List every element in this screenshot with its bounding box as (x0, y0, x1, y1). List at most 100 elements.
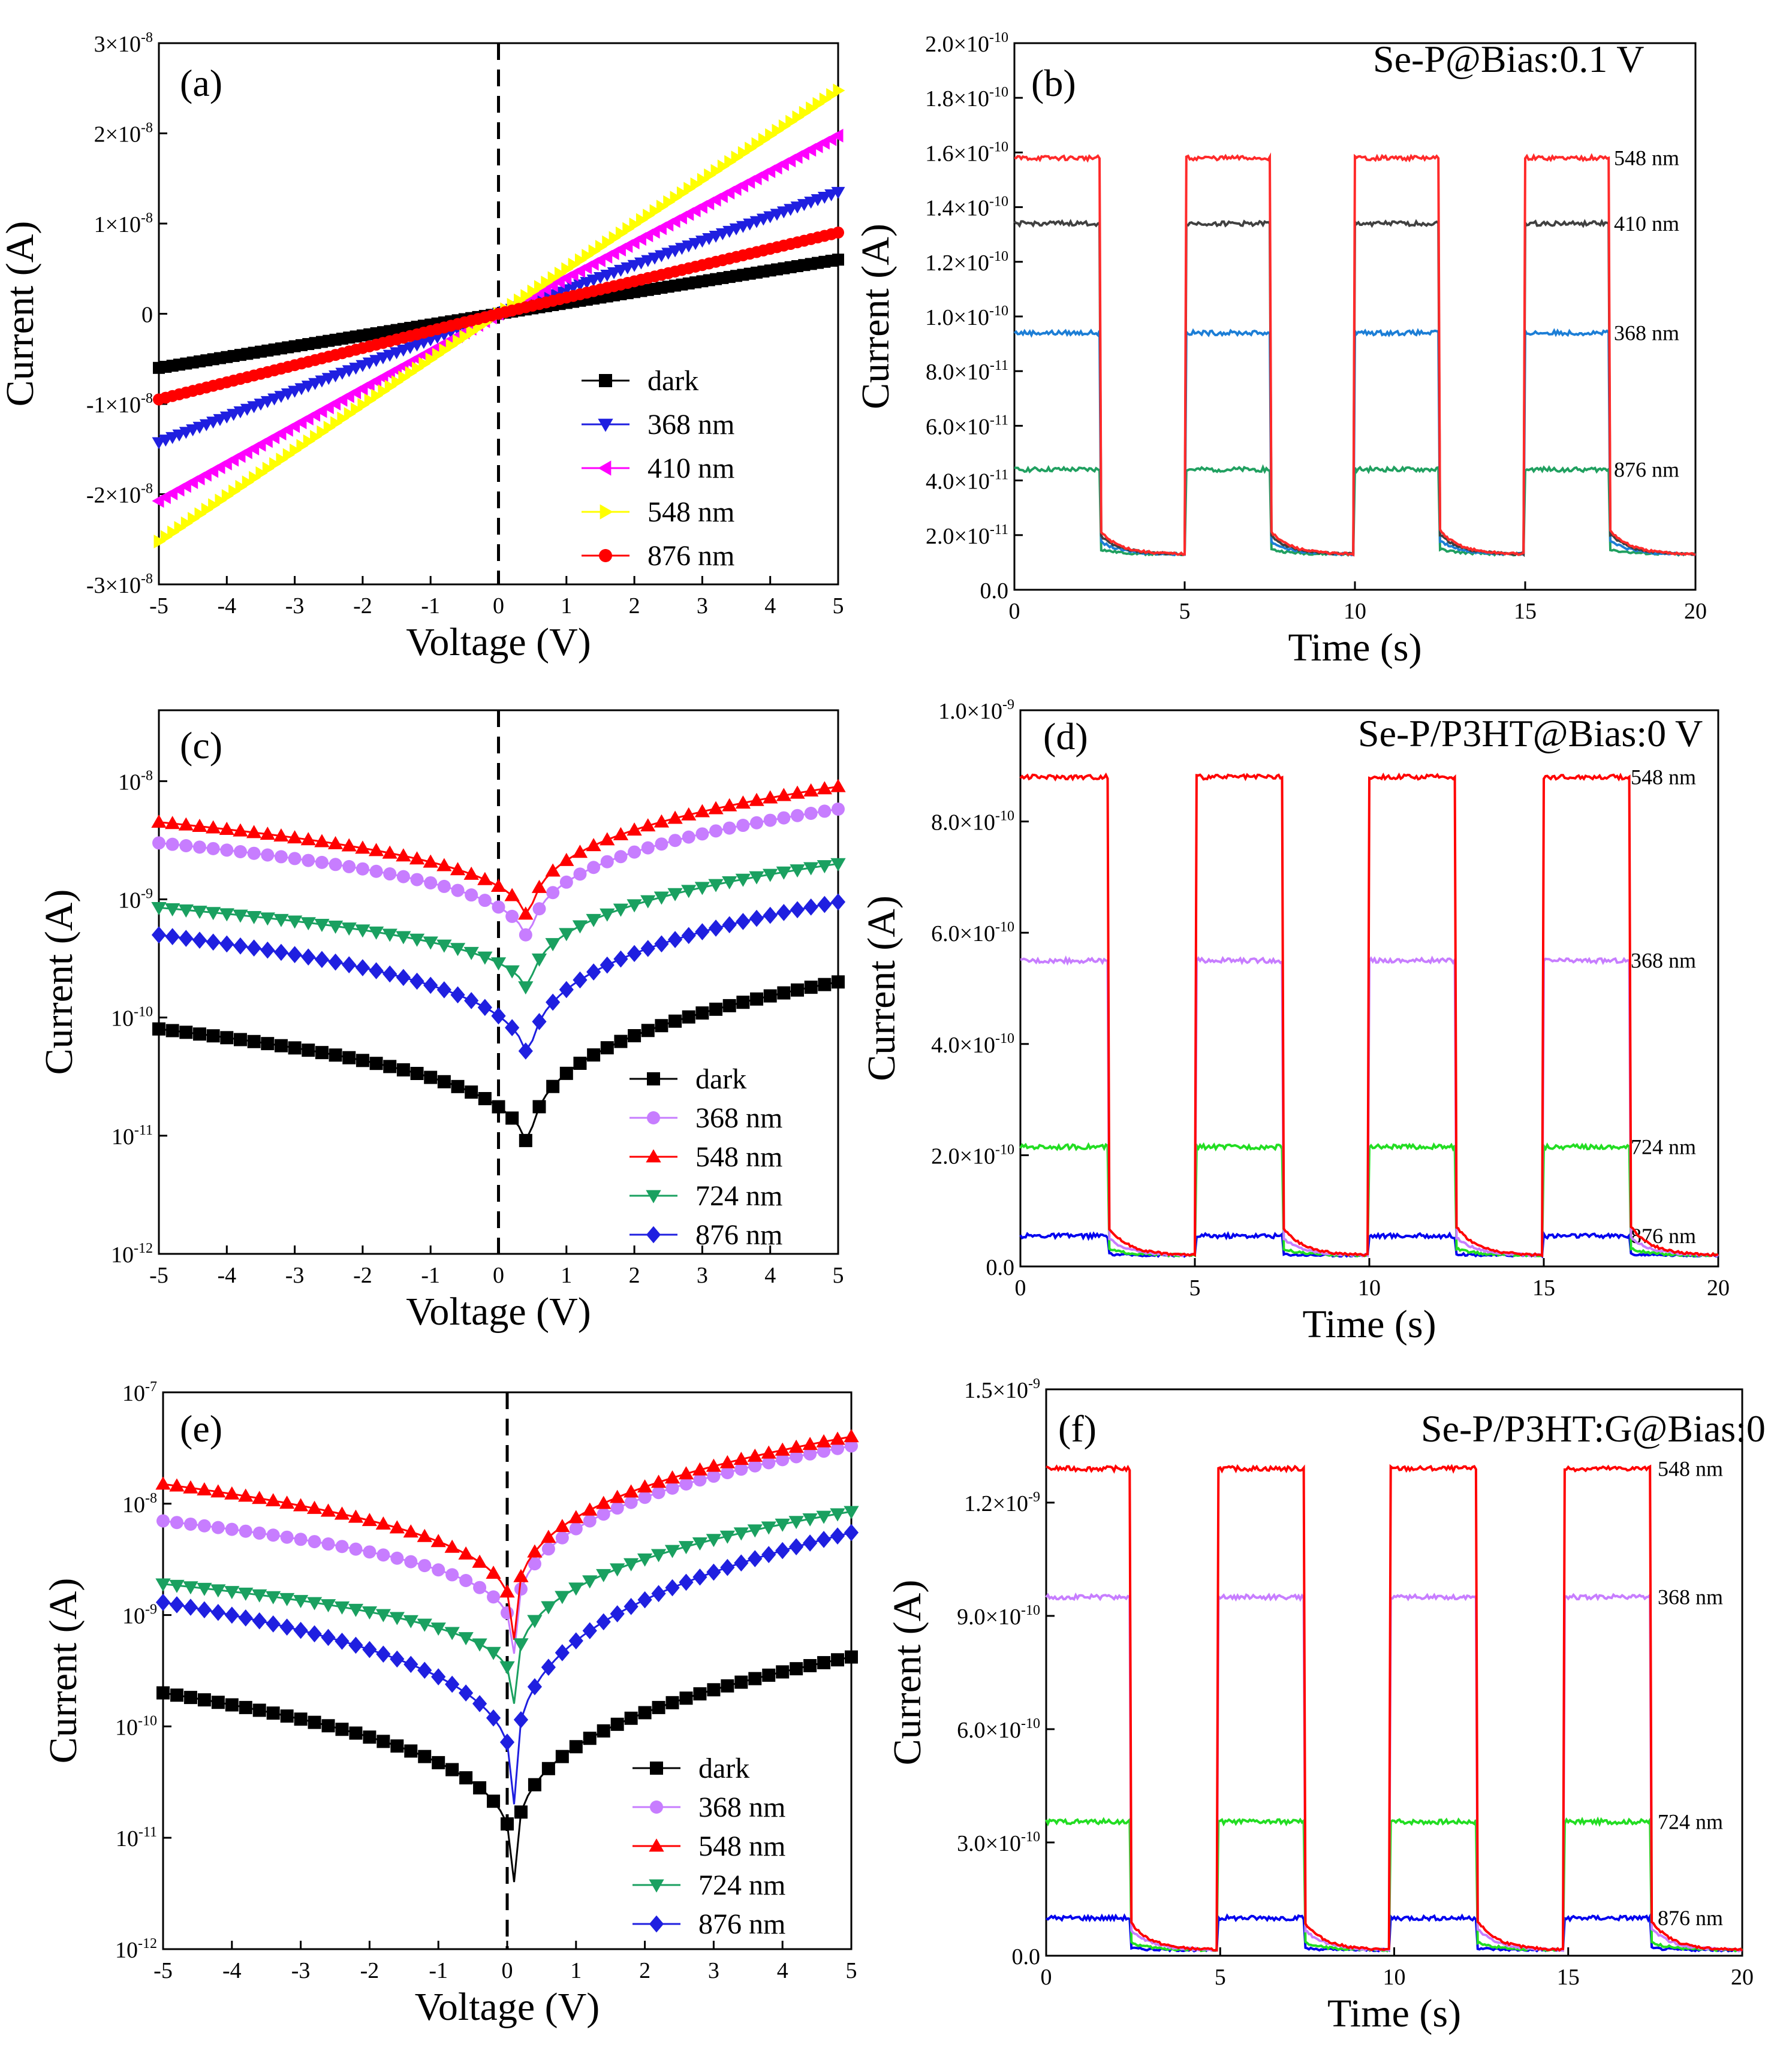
data-point (663, 195, 676, 209)
data-point (614, 1035, 628, 1048)
data-point (736, 819, 750, 833)
legend-label: 368 nm (698, 1791, 785, 1823)
data-point (327, 920, 344, 934)
legend-marker (650, 1762, 663, 1775)
legend-marker (646, 1149, 661, 1163)
data-point (239, 1524, 252, 1538)
panel-label: (f) (1058, 1407, 1097, 1450)
y-axis-title: Current (A) (854, 224, 897, 409)
x-tick-label: 3 (708, 1958, 719, 1983)
data-point (568, 1510, 584, 1524)
data-point (513, 1638, 529, 1652)
data-point (554, 266, 567, 281)
data-point (412, 361, 424, 376)
data-point (341, 922, 357, 936)
data-point (382, 965, 397, 983)
data-point (377, 1548, 390, 1562)
wavelength-label: 548 nm (1614, 146, 1679, 170)
panel-label: (e) (180, 1407, 222, 1450)
data-point (707, 1469, 721, 1483)
data-point (179, 839, 193, 852)
y-axis-title: Current (A) (37, 889, 81, 1075)
data-point (436, 858, 452, 871)
data-point (665, 1481, 679, 1495)
legend-label: 876 nm (698, 1908, 785, 1940)
y-tick-label: 2.0×10-11 (926, 522, 1008, 549)
series-724-nm (155, 1506, 859, 1704)
data-point (239, 1700, 252, 1714)
data-point (341, 838, 357, 852)
data-point (225, 1522, 239, 1536)
y-tick-label: 10-12 (111, 1241, 153, 1268)
data-point (279, 1618, 294, 1636)
data-point (622, 222, 635, 236)
x-tick-label: 5 (1189, 1275, 1201, 1301)
data-point (306, 1597, 323, 1610)
data-point (635, 213, 648, 227)
data-point (405, 366, 417, 380)
data-point (527, 1544, 543, 1558)
data-point (559, 981, 574, 999)
y-tick-label: 6.0×10-10 (931, 919, 1014, 946)
y-tick-label: 1.5×10-9 (964, 1376, 1040, 1403)
data-point (287, 830, 303, 844)
data-point (183, 1517, 197, 1531)
y-tick-label: 1.2×10-10 (925, 249, 1008, 276)
data-point (568, 1632, 583, 1649)
data-point (678, 1541, 694, 1555)
time-response-panel: 0 5 10 15 20 2.0×10-10 1.8×10-10 1.6×10-10 1.4×1… (854, 30, 1707, 669)
series-368-nm (156, 1439, 858, 1654)
time-response-panel: 0 5 10 15 20 1.5×10-9 1.2×10-9 9.0×10-10 6.0×10-… (885, 1376, 1768, 2035)
data-point (445, 1763, 459, 1777)
data-point (348, 1636, 363, 1654)
data-point (816, 1434, 832, 1447)
y-tick-label: 10-7 (122, 1379, 157, 1406)
data-point (274, 1039, 288, 1052)
data-point (425, 352, 438, 367)
trace-876-nm: 876 nm (1046, 1906, 1743, 1953)
data-point (403, 1524, 418, 1538)
wavelength-label: 548 nm (1658, 1456, 1723, 1480)
data-point (155, 1594, 171, 1611)
data-point (487, 1590, 501, 1604)
data-point (641, 1024, 655, 1037)
data-point (692, 1568, 707, 1586)
data-point (432, 1563, 445, 1577)
x-tick-label: -5 (149, 593, 168, 619)
data-point (317, 425, 329, 439)
data-point (436, 939, 452, 953)
data-point (613, 903, 629, 917)
legend-marker (647, 1072, 660, 1085)
data-point (266, 1493, 281, 1507)
data-point (224, 1586, 240, 1600)
data-point (775, 1442, 790, 1456)
data-point (704, 168, 716, 183)
data-point (610, 1717, 624, 1731)
data-point (804, 981, 818, 994)
data-point (192, 931, 207, 949)
data-point (210, 1484, 226, 1498)
data-point (409, 851, 425, 865)
y-tick-label: 3.0×10-10 (957, 1829, 1040, 1856)
data-point (205, 907, 221, 921)
data-point (722, 798, 737, 812)
data-point (310, 430, 323, 444)
data-point (156, 1514, 170, 1528)
data-point (610, 1563, 625, 1577)
data-point (155, 1578, 171, 1592)
data-point (315, 1046, 329, 1060)
data-point (816, 1531, 832, 1548)
data-point (235, 479, 248, 494)
data-point (505, 909, 519, 923)
data-point (694, 882, 710, 895)
data-point (362, 1640, 377, 1658)
data-point (490, 957, 507, 971)
data-point (610, 1605, 625, 1622)
data-point (772, 123, 784, 138)
data-point (682, 1010, 695, 1024)
x-tick-label: 0 (1041, 1965, 1052, 1990)
wavelength-label: 368 nm (1631, 949, 1696, 973)
data-point (561, 262, 574, 276)
data-point (789, 1538, 804, 1555)
data-point (749, 871, 764, 885)
